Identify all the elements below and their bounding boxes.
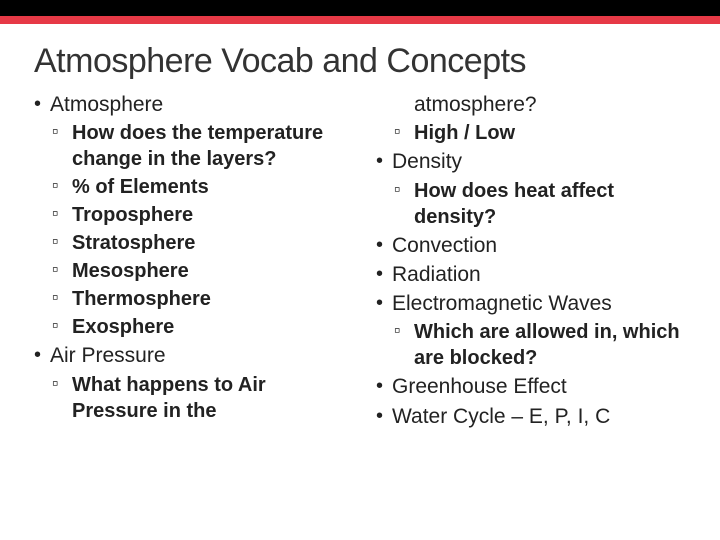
bullet-air-pressure: Air Pressure xyxy=(34,342,344,369)
slide-title: Atmosphere Vocab and Concepts xyxy=(34,42,686,81)
bullet-water-cycle: Water Cycle – E, P, I, C xyxy=(376,403,686,430)
subbullet-exosphere: Exosphere xyxy=(50,314,344,340)
bullet-atmosphere: Atmosphere xyxy=(34,91,344,118)
bullet-convection: Convection xyxy=(376,232,686,259)
subbullet-troposphere: Troposphere xyxy=(50,202,344,228)
subbullet-high-low: High / Low xyxy=(392,120,686,146)
accent-red-bar xyxy=(0,16,720,24)
subbullet-stratosphere: Stratosphere xyxy=(50,230,344,256)
two-column-layout: Atmosphere How does the temperature chan… xyxy=(34,91,686,432)
subbullet-air-pressure-q: What happens to Air Pressure in the xyxy=(50,372,344,424)
subbullet-elements: % of Elements xyxy=(50,174,344,200)
bullet-radiation: Radiation xyxy=(376,261,686,288)
continuation-atmosphere: atmosphere? xyxy=(376,91,686,118)
top-black-bar xyxy=(0,0,720,16)
right-column: atmosphere? High / Low Density How does … xyxy=(354,91,686,432)
left-column: Atmosphere How does the temperature chan… xyxy=(34,91,344,432)
subbullet-mesosphere: Mesosphere xyxy=(50,258,344,284)
subbullet-allowed-blocked: Which are allowed in, which are blocked? xyxy=(392,319,686,371)
subbullet-heat-density: How does heat affect density? xyxy=(392,178,686,230)
slide-content: Atmosphere Vocab and Concepts Atmosphere… xyxy=(0,24,720,452)
subbullet-temp-change: How does the temperature change in the l… xyxy=(50,120,344,172)
bullet-em-waves: Electromagnetic Waves xyxy=(376,290,686,317)
bullet-greenhouse: Greenhouse Effect xyxy=(376,373,686,400)
subbullet-thermosphere: Thermosphere xyxy=(50,286,344,312)
bullet-density: Density xyxy=(376,148,686,175)
